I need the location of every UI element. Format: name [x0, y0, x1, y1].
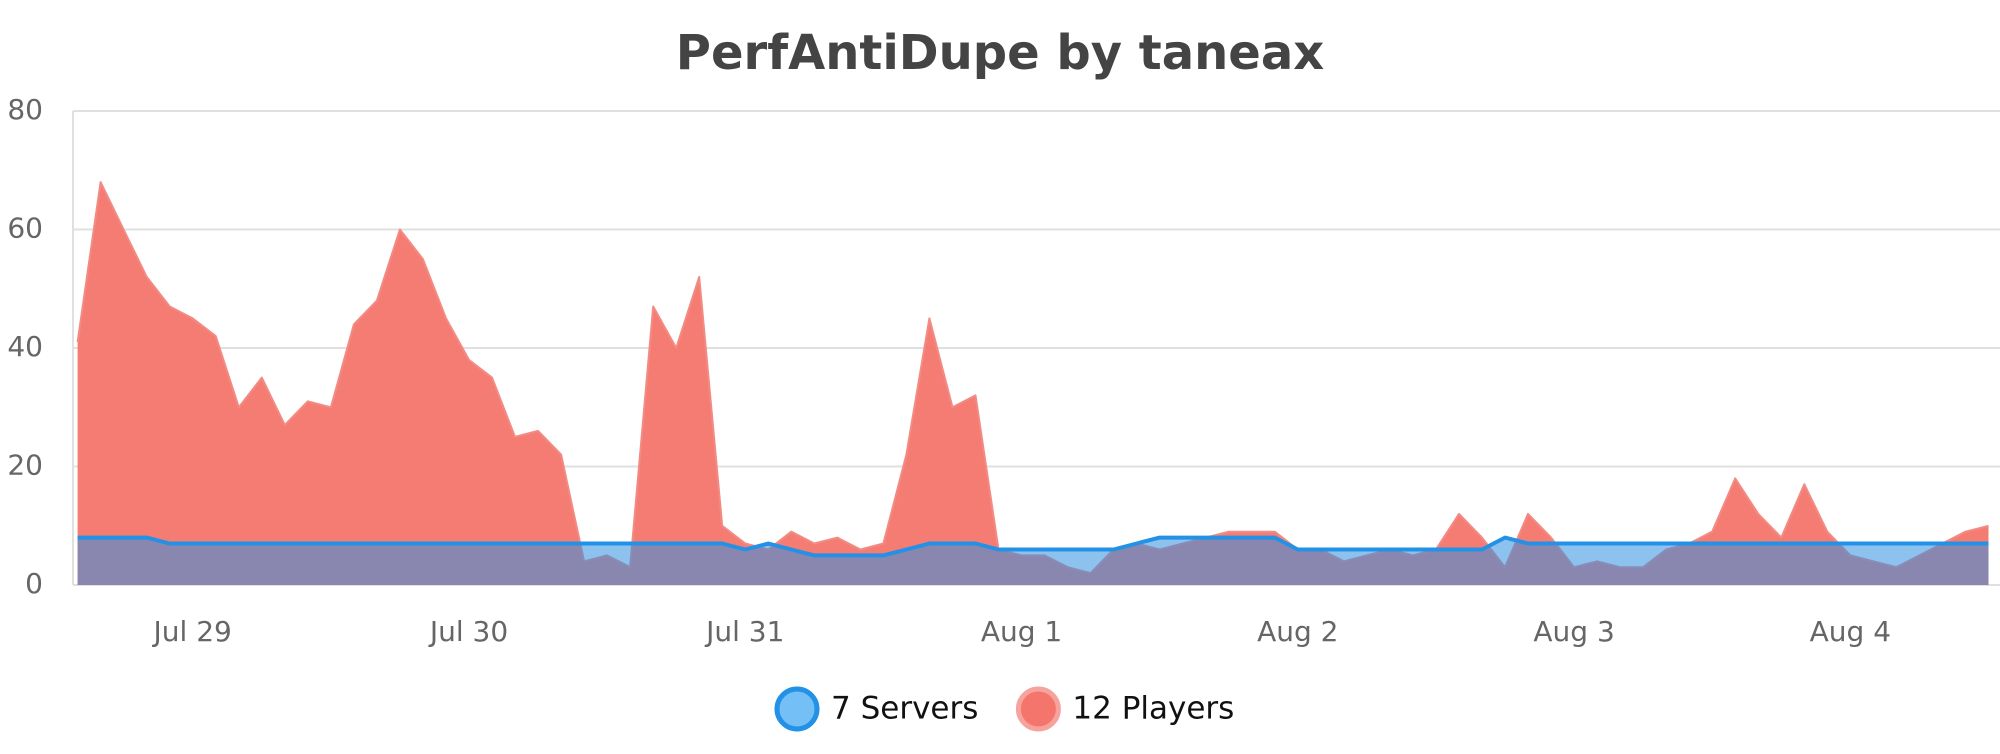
y-tick-label: 0	[25, 567, 43, 600]
legend-marker[interactable]	[1015, 686, 1061, 732]
y-tick-label: 80	[7, 93, 43, 126]
y-tick-label: 40	[7, 330, 43, 363]
legend-marker[interactable]	[774, 686, 820, 732]
series-area	[77, 537, 1989, 585]
x-tick-label: Aug 4	[1810, 615, 1891, 648]
legend-label[interactable]: 12 Players	[1072, 691, 1234, 727]
x-tick-label: Jul 30	[428, 615, 508, 648]
y-tick-label: 60	[7, 212, 43, 245]
legend-label[interactable]: 7 Servers	[831, 691, 978, 727]
x-tick-label: Aug 1	[981, 615, 1062, 648]
series-line	[77, 535, 1989, 558]
x-tick-label: Aug 3	[1533, 615, 1614, 648]
chart-title: PerfAntiDupe by taneax	[676, 25, 1324, 81]
y-tick-label: 20	[7, 449, 43, 482]
series-area	[77, 182, 1989, 585]
x-tick-label: Jul 31	[704, 615, 784, 648]
x-tick-label: Aug 2	[1257, 615, 1338, 648]
x-tick-label: Jul 29	[152, 615, 232, 648]
